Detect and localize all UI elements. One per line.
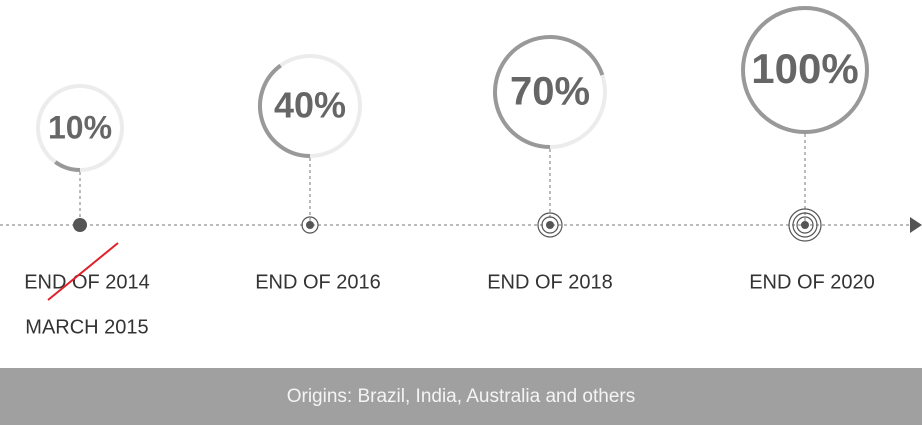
marker-dot	[546, 221, 554, 229]
marker-ring	[541, 216, 559, 234]
marker-ring	[788, 208, 822, 242]
progress-ring-arc	[493, 35, 605, 149]
footer-band	[0, 368, 922, 425]
marker-dot	[306, 221, 314, 229]
date-label: END OF 2016	[255, 271, 381, 293]
marker-ring	[792, 212, 818, 238]
percent-label: 100%	[751, 45, 858, 92]
strike-through	[47, 242, 119, 301]
revised-date-label: MARCH 2015	[25, 316, 148, 338]
percent-label: 10%	[48, 109, 112, 145]
percent-label: 40%	[274, 85, 346, 126]
footer-text: Origins: Brazil, India, Australia and ot…	[287, 386, 636, 407]
marker	[73, 218, 87, 232]
marker-ring	[796, 216, 814, 234]
date-label: END OF 2020	[749, 271, 875, 293]
marker-ring	[301, 216, 319, 234]
timeline-arrow	[910, 217, 922, 233]
progress-ring-arc	[258, 63, 311, 158]
progress-ring-arc	[741, 6, 869, 134]
percent-label: 70%	[510, 70, 590, 114]
date-label: END OF 2014	[24, 271, 150, 293]
marker-ring	[537, 212, 563, 238]
progress-ring-arc	[54, 160, 81, 172]
date-label: END OF 2018	[487, 271, 613, 293]
marker-dot	[801, 221, 809, 229]
